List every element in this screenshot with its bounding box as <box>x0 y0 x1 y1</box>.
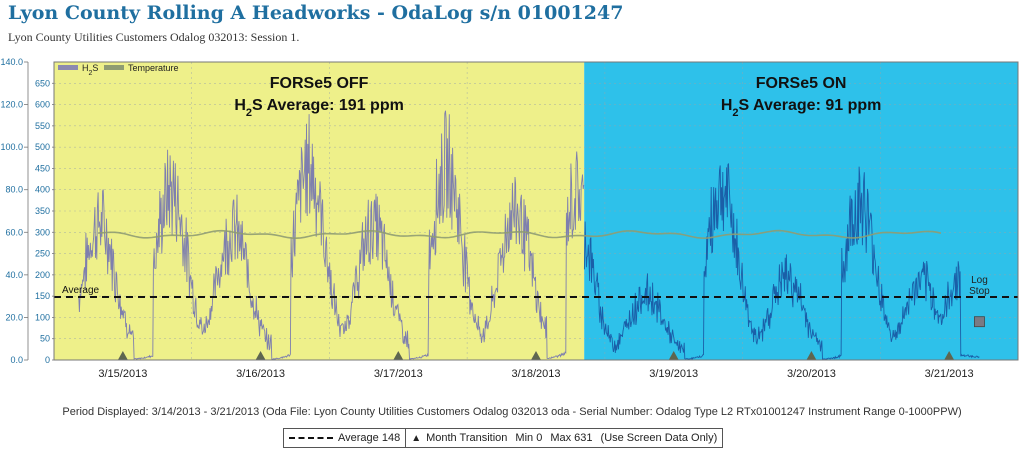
y-left-tick-label: 100.0 <box>0 142 23 152</box>
y-left-tick-label: 60.0 <box>5 227 23 237</box>
month-transition-legend-item: ▲ Month Transition Min 0 Max 631 (Use Sc… <box>405 429 722 447</box>
log-stop-label-line2: Stop <box>969 286 990 297</box>
max-label: Max 631 <box>550 432 593 444</box>
x-tick-label: 3/20/2013 <box>787 368 836 380</box>
y-left-tick-label: 0.0 <box>10 355 23 365</box>
y-left-tick-label: 20.0 <box>5 312 23 322</box>
x-tick-label: 3/15/2013 <box>98 368 147 380</box>
y-right-tick-label: 600 <box>35 100 50 110</box>
x-tick-label: 3/18/2013 <box>512 368 561 380</box>
period-displayed: Period Displayed: 3/14/2013 - 3/21/2013 … <box>62 406 962 418</box>
y-right-tick-label: 650 <box>35 78 50 88</box>
average-dash-icon <box>289 437 333 439</box>
month-transition-marker <box>255 351 266 360</box>
region-label-1: FORSe5 ON <box>756 75 847 92</box>
min-label: Min 0 <box>515 432 543 444</box>
y-right-tick-label: 300 <box>35 227 50 237</box>
page-subtitle: Lyon County Utilities Customers Odalog 0… <box>8 30 300 44</box>
region-average-0: H2S Average: 191 ppm <box>234 97 403 119</box>
month-transition-label: Month Transition <box>426 432 508 444</box>
page-title: Lyon County Rolling A Headworks - OdaLog… <box>8 2 624 24</box>
screen-data-note: (Use Screen Data Only) <box>600 432 718 444</box>
month-transition-marker <box>531 351 541 360</box>
y-right-tick-label: 100 <box>35 312 50 322</box>
temperature-series <box>98 229 942 240</box>
month-transition-triangle-icon: ▲ <box>411 432 422 444</box>
month-transition-marker <box>806 351 817 360</box>
region-label-0: FORSe5 OFF <box>270 75 369 92</box>
legend-label-1: Temperature <box>128 63 179 73</box>
y-right-tick-label: 350 <box>35 206 50 216</box>
y-left-tick-label: 80.0 <box>5 185 23 195</box>
h2s-series-on <box>583 163 980 360</box>
month-transition-marker <box>944 351 955 360</box>
region-average-1: H2S Average: 91 ppm <box>721 97 882 119</box>
legend-label-0: H2S <box>82 63 98 77</box>
h2s-series-off <box>78 110 585 361</box>
y-right-tick-label: 150 <box>35 291 50 301</box>
log-stop-label-line1: Log <box>971 275 988 286</box>
y-left-tick-label: 40.0 <box>5 270 23 280</box>
month-transition-marker <box>393 351 404 360</box>
y-right-tick-label: 500 <box>35 142 50 152</box>
y-right-tick-label: 400 <box>35 185 50 195</box>
y-right-tick-label: 0 <box>45 355 50 365</box>
x-tick-label: 3/17/2013 <box>374 368 423 380</box>
average-legend-label: Average 148 <box>338 432 401 444</box>
month-transition-marker <box>668 351 679 360</box>
month-transition-marker <box>117 351 128 360</box>
y-right-tick-label: 50 <box>40 334 50 344</box>
log-stop-marker <box>974 316 985 328</box>
legend-swatch-1 <box>104 65 124 70</box>
average-legend-item: Average 148 <box>284 429 405 447</box>
y-right-tick-label: 450 <box>35 163 50 173</box>
y-left-tick-label: 120.0 <box>0 100 23 110</box>
y-right-tick-label: 250 <box>35 249 50 259</box>
footer-legend: Average 148 ▲ Month Transition Min 0 Max… <box>283 428 724 448</box>
average-line-label: Average <box>62 285 100 296</box>
x-tick-label: 3/21/2013 <box>925 368 974 380</box>
y-right-tick-label: 200 <box>35 270 50 280</box>
x-tick-label: 3/19/2013 <box>649 368 698 380</box>
y-left-tick-label: 140.0 <box>0 58 23 67</box>
x-tick-label: 3/16/2013 <box>236 368 285 380</box>
y-right-tick-label: 550 <box>35 121 50 131</box>
legend-swatch-0 <box>58 65 78 70</box>
